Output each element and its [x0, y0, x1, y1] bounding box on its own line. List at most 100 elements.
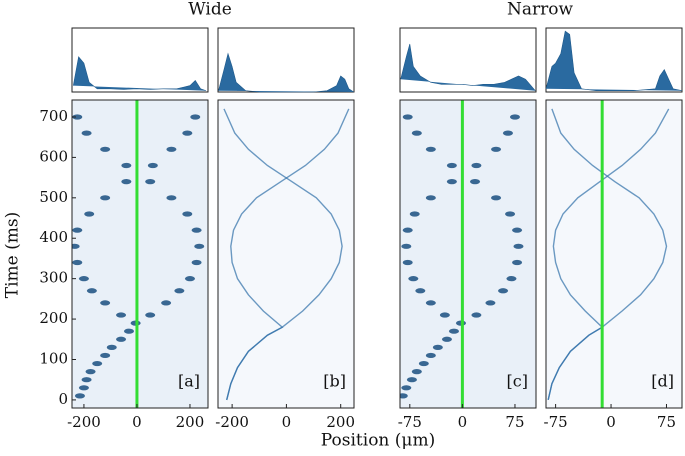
histogram [545, 30, 683, 91]
atom-cloud [491, 195, 502, 201]
atom-cloud [100, 195, 111, 201]
x-tick-label: -75 [398, 413, 422, 431]
atom-cloud [441, 336, 452, 342]
atom-cloud [471, 312, 482, 318]
atom-cloud [502, 130, 513, 136]
atom-cloud [411, 130, 422, 136]
atom-cloud [166, 146, 177, 152]
panel-plot [547, 100, 670, 408]
atom-cloud [191, 227, 202, 233]
x-tick-label: 0 [606, 413, 616, 431]
histogram [218, 52, 354, 93]
atom-cloud [446, 179, 457, 185]
atom-cloud [401, 385, 412, 391]
density-curve [547, 108, 670, 401]
atom-cloud [81, 377, 92, 383]
y-tick-label: 400 [39, 228, 68, 246]
y-tick-label: 100 [39, 349, 68, 367]
panel-label: [a] [178, 372, 200, 391]
histogram [400, 43, 536, 91]
atom-cloud [72, 243, 80, 249]
atom-cloud [182, 130, 193, 136]
atom-cloud [84, 211, 95, 217]
panel-plot [223, 108, 350, 401]
atom-cloud [448, 328, 459, 334]
y-tick-label: 700 [39, 107, 68, 125]
panel-label: [d] [651, 372, 674, 391]
atom-cloud [415, 288, 426, 294]
y-axis-label: Time (ms) [3, 212, 23, 298]
atom-cloud [100, 146, 111, 152]
panel-bg [400, 100, 536, 408]
atom-cloud [408, 276, 419, 282]
atom-cloud [116, 336, 127, 342]
y-tick-label: 0 [58, 390, 68, 408]
atom-cloud [485, 300, 496, 306]
atom-cloud [116, 312, 127, 318]
atom-cloud [145, 312, 156, 318]
atom-cloud [402, 227, 413, 233]
atom-cloud [182, 211, 193, 217]
x-tick-label: -75 [544, 413, 568, 431]
atom-cloud [81, 130, 92, 136]
atom-cloud [509, 114, 520, 120]
atom-cloud [470, 179, 481, 185]
hist-frame [217, 27, 355, 93]
atom-cloud [72, 227, 83, 233]
atom-cloud [92, 360, 103, 367]
y-tick-label: 500 [39, 188, 68, 206]
atom-cloud [411, 369, 422, 375]
y-tick-label: 600 [39, 147, 68, 165]
atom-cloud [439, 312, 450, 318]
panel-bg [218, 100, 354, 408]
atom-cloud [121, 179, 132, 185]
y-tick-label: 200 [39, 309, 68, 327]
atom-cloud [512, 227, 523, 233]
atom-cloud [446, 162, 457, 169]
atom-cloud [498, 288, 509, 294]
atom-cloud [184, 276, 195, 282]
atom-cloud [401, 243, 412, 249]
panel-frame [545, 99, 683, 409]
x-tick-label: 200 [326, 413, 355, 431]
atom-cloud [85, 369, 96, 375]
atom-cloud [78, 385, 89, 391]
atom-cloud [147, 162, 158, 169]
x-tick-label: 75 [505, 413, 524, 431]
atom-cloud [409, 211, 420, 217]
atom-cloud [402, 114, 413, 120]
atom-cloud [72, 114, 83, 120]
atom-cloud [491, 146, 502, 152]
atom-cloud [123, 328, 134, 334]
atom-cloud [400, 393, 408, 399]
atom-cloud [425, 195, 436, 201]
atom-cloud [402, 259, 413, 266]
atom-cloud [106, 344, 117, 350]
atom-cloud [72, 259, 83, 266]
atom-cloud [161, 300, 172, 306]
atom-cloud [506, 276, 517, 282]
panel-plot [400, 100, 524, 408]
atom-cloud [425, 300, 436, 306]
atom-cloud [100, 300, 111, 306]
x-tick-label: -200 [67, 413, 101, 431]
atom-cloud [86, 288, 97, 294]
atom-cloud [100, 352, 111, 359]
atom-cloud [513, 243, 524, 249]
atom-cloud [145, 179, 156, 185]
x-axis-label: Position (μm) [321, 431, 435, 451]
atom-cloud [166, 195, 177, 201]
x-tick-label: 0 [458, 413, 468, 431]
atom-cloud [78, 276, 89, 282]
y-tick-label: 300 [39, 269, 68, 287]
panel-frame [71, 99, 209, 409]
hist-frame [71, 27, 209, 93]
atom-cloud [191, 259, 202, 266]
atom-cloud [174, 288, 185, 294]
x-tick-label: 75 [657, 413, 676, 431]
histogram [73, 56, 207, 91]
group-title: Wide [188, 0, 232, 20]
atom-cloud [194, 243, 205, 249]
panel-bg [546, 100, 682, 408]
